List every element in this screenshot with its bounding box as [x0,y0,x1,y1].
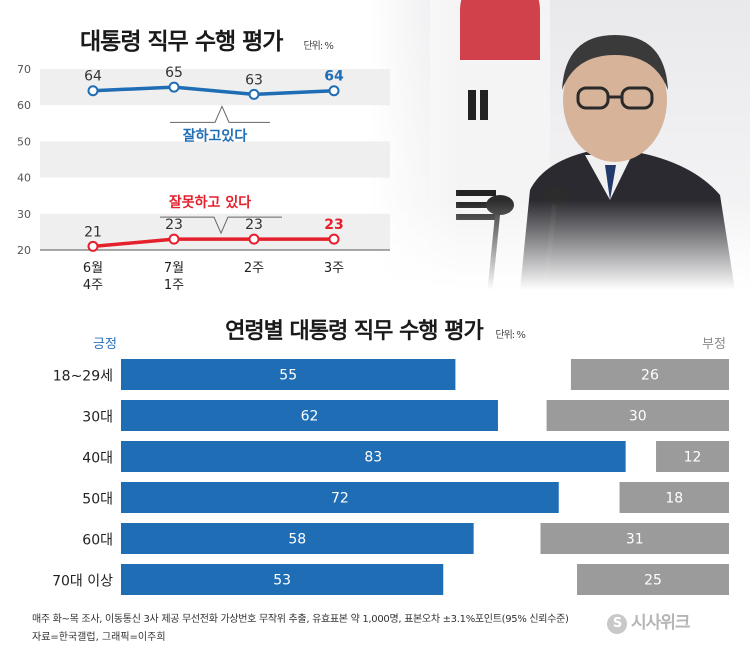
data-label: 23 [324,217,343,233]
negative-legend-label: 부정 [702,337,726,352]
data-label: 64 [84,69,102,85]
data-label: 64 [324,69,344,85]
positive-bar [121,482,559,513]
category-label: 18~29세 [53,369,113,385]
negative-value-label: 30 [629,409,647,425]
negative-value-label: 26 [641,368,659,384]
negative-bar [577,564,729,595]
positive-bar [121,564,444,595]
negative-value-label: 31 [626,532,644,548]
callout-pointer [170,105,270,123]
positive-legend-label: 긍정 [93,337,117,352]
data-point [248,88,260,100]
positive-value-label: 83 [364,450,382,466]
logo-text: 시사위크 [631,613,691,633]
bar-chart: 18~29세 55 26 30대 62 30 40대 83 12 50대 72 18 60대 58 31 70… [52,359,729,595]
bar-chart-unit: 단위: % [495,330,525,341]
bar-chart-title: 연령별 대통령 직무 수행 평가 단위: % [0,313,750,345]
negative-value-label: 12 [684,450,702,466]
callout-pointer [160,216,282,235]
data-point [328,233,340,245]
data-point [248,233,260,245]
category-label: 70대 이상 [52,574,113,590]
y-tick-label: 50 [17,135,31,148]
negative-value-label: 18 [665,491,683,507]
y-tick-label: 60 [17,99,31,112]
positive-value-label: 58 [288,532,306,548]
data-label: 63 [245,72,263,88]
positive-value-label: 72 [331,491,349,507]
logo-mark-icon: S [607,614,627,634]
negative-bar [570,359,729,390]
photo-illustration [370,0,750,290]
negative-bar [546,400,729,431]
category-label: 40대 [82,451,113,467]
survey-footnote: 매주 화~목 조사, 이동통신 3사 제공 무선전화 가상번호 무작위 추출, … [32,614,569,625]
line-chart-title-text: 대통령 직무 수행 평가 [80,29,283,55]
positive-bar [121,400,498,431]
president-photo [370,0,750,290]
x-tick-label: 7월 [164,261,184,276]
x-tick-label: 4주 [83,278,103,293]
data-point [168,81,180,93]
series-label: 잘하고있다 [183,127,248,144]
x-tick-label: 3주 [324,261,344,276]
data-point [87,240,99,252]
negative-bar [540,523,729,554]
data-label: 23 [245,217,263,233]
y-tick-label: 40 [17,172,31,185]
category-label: 30대 [82,410,113,426]
line-chart-title: 대통령 직무 수행 평가 단위: % [80,22,334,56]
series-label: 잘못하고 있다 [169,194,251,211]
grid-band [40,141,390,178]
x-tick-label: 6월 [83,261,103,276]
data-point [87,85,99,97]
y-tick-label: 20 [17,244,31,257]
positive-bar [121,523,474,554]
line-chart-unit: 단위: % [303,41,333,52]
source-credit: 자료=한국갤럽, 그래픽=이주희 [32,632,166,643]
x-tick-label: 1주 [164,278,184,293]
y-tick-label: 70 [17,63,31,76]
data-label: 23 [165,217,183,233]
data-point [328,85,340,97]
bar-chart-title-text: 연령별 대통령 직무 수행 평가 [225,319,484,344]
publisher-logo: S 시사위크 [607,608,691,634]
category-label: 50대 [82,492,113,508]
negative-value-label: 25 [644,573,662,589]
y-tick-label: 30 [17,208,31,221]
data-label: 65 [165,65,183,81]
positive-value-label: 55 [279,368,297,384]
positive-value-label: 53 [273,573,291,589]
positive-bar [121,359,456,390]
x-tick-label: 2주 [244,261,264,276]
negative-bar [619,482,729,513]
data-point [168,233,180,245]
data-label: 21 [84,224,102,240]
series-line [92,237,334,249]
series-line [92,85,335,97]
positive-bar [121,441,626,472]
line-chart: 20 30 40 50 60 70 64 65 63 64 21 23 23 23 6월 4주 7월 1주 2주… [17,63,390,293]
category-label: 60대 [82,533,113,549]
positive-value-label: 62 [301,409,319,425]
negative-bar [656,441,729,472]
